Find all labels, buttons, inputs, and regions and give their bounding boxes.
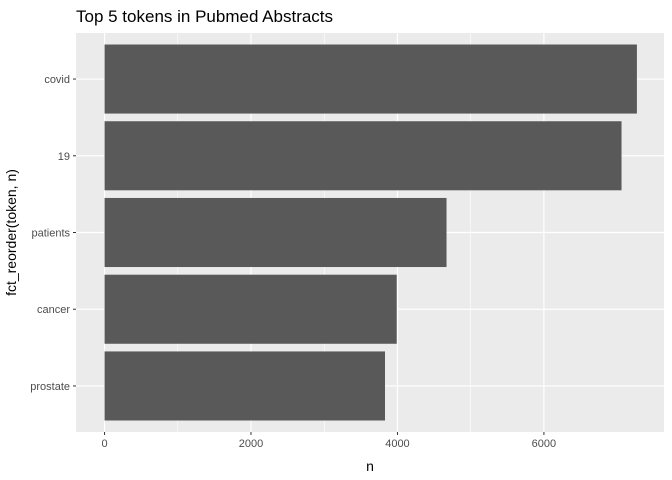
- chart-title: Top 5 tokens in Pubmed Abstracts: [76, 7, 334, 26]
- x-axis-title: n: [366, 458, 374, 474]
- x-tick-label: 6000: [532, 438, 556, 450]
- bar-prostate: [104, 351, 386, 421]
- bar-cancer: [104, 274, 397, 344]
- x-tick-label: 0: [101, 438, 107, 450]
- bar-patients: [104, 197, 447, 268]
- y-axis: covid 19 patients cancer prostate: [30, 74, 76, 393]
- y-tick-label: prostate: [30, 381, 70, 393]
- x-tick-label: 4000: [385, 438, 409, 450]
- x-tick-label: 2000: [239, 438, 263, 450]
- bar-19: [104, 121, 622, 191]
- bar-covid: [104, 44, 637, 114]
- y-axis-title: fct_reorder(token, n): [3, 169, 19, 296]
- y-tick-label: cancer: [37, 304, 70, 316]
- y-tick-label: 19: [58, 151, 70, 163]
- y-tick-label: covid: [44, 74, 70, 86]
- x-axis: 0 2000 4000 6000: [101, 432, 556, 450]
- bars: [104, 44, 637, 421]
- y-tick-label: patients: [31, 228, 70, 240]
